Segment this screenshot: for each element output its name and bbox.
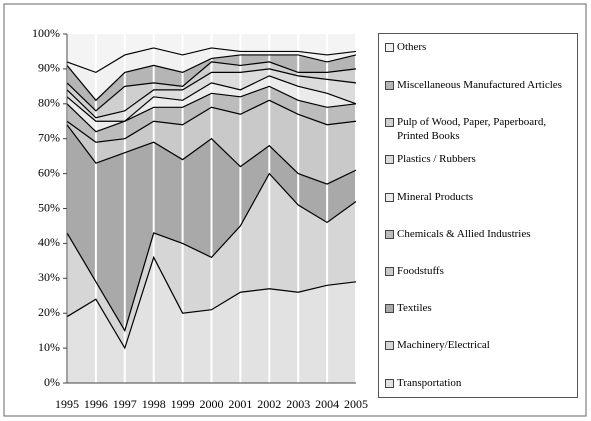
legend-item: Foodstuffs: [385, 264, 571, 278]
legend-item: Others: [385, 40, 571, 54]
legend-label: Mineral Products: [397, 191, 474, 203]
y-tick-label: 90%: [38, 61, 60, 75]
y-tick-label: 50%: [38, 200, 60, 214]
y-tick-label: 60%: [38, 165, 60, 179]
x-tick-label: 1995: [55, 397, 79, 411]
legend-label: Plastics / Rubbers: [397, 153, 476, 165]
legend-item: Textiles: [385, 301, 571, 315]
legend-label: Foodstuffs: [397, 265, 444, 277]
area-edge: [66, 61, 357, 112]
area-edge: [66, 124, 357, 185]
area-edge: [66, 255, 357, 350]
x-tick-label: 2004: [315, 397, 339, 411]
area-edge: [66, 172, 357, 333]
x-tick-label: 2000: [200, 397, 224, 411]
y-tick-label: 30%: [38, 270, 60, 284]
legend-item: Machinery/Electrical: [385, 338, 571, 352]
legend-item: Chemicals & Allied Industries: [385, 227, 571, 241]
legend-swatch: [385, 81, 394, 90]
x-tick-label: 1996: [84, 397, 108, 411]
legend-label: Pulp of Wood, Paper, Paperboard, Printed…: [397, 116, 547, 142]
legend-item: Pulp of Wood, Paper, Paperboard, Printed…: [385, 115, 571, 143]
x-tick-label: 2003: [286, 397, 310, 411]
x-tick-label: 2002: [257, 397, 281, 411]
area: [67, 68, 356, 122]
area-edge: [66, 68, 357, 119]
legend-item: Plastics / Rubbers: [385, 152, 571, 166]
y-tick-label: 70%: [38, 130, 60, 144]
legend-swatch: [385, 193, 394, 202]
area-edge: [66, 75, 357, 122]
area-edge: [66, 54, 357, 102]
x-tick-label: 1997: [113, 397, 137, 411]
y-tick-label: 100%: [32, 26, 60, 40]
area: [67, 86, 356, 143]
legend-swatch: [385, 118, 394, 127]
legend-swatch: [385, 341, 394, 350]
legend-label: Miscellaneous Manufactured Articles: [397, 79, 562, 91]
legend-swatch: [385, 267, 394, 276]
y-tick-label: 20%: [38, 305, 60, 319]
area: [67, 47, 356, 101]
legend-label: Transportation: [397, 377, 462, 389]
legend: Others Miscellaneous Manufactured Article…: [378, 33, 578, 398]
legend-item: Miscellaneous Manufactured Articles: [385, 78, 571, 92]
legend-swatch: [385, 304, 394, 313]
x-tick-label: 2005: [344, 397, 368, 411]
area: [67, 100, 356, 185]
y-tick-label: 40%: [38, 235, 60, 249]
legend-item: Transportation: [385, 376, 571, 390]
legend-label: Machinery/Electrical: [397, 339, 490, 351]
y-tick-label: 0%: [44, 375, 60, 389]
legend-swatch: [385, 155, 394, 164]
legend-label: Others: [397, 41, 427, 53]
area-edge: [66, 47, 357, 74]
chart-border: [3, 3, 587, 417]
legend-label: Chemicals & Allied Industries: [397, 228, 531, 240]
x-tick-label: 2001: [228, 397, 252, 411]
x-tick-label: 1999: [171, 397, 195, 411]
legend-swatch: [385, 379, 394, 388]
legend-swatch: [385, 230, 394, 239]
area-edge: [66, 85, 357, 133]
y-tick-label: 10%: [38, 340, 60, 354]
y-tick-label: 80%: [38, 96, 60, 110]
legend-swatch: [385, 43, 394, 52]
legend-item: Mineral Products: [385, 190, 571, 204]
legend-label: Textiles: [397, 302, 432, 314]
area-edge: [66, 99, 357, 143]
x-tick-label: 1998: [142, 397, 166, 411]
area: [67, 75, 356, 132]
